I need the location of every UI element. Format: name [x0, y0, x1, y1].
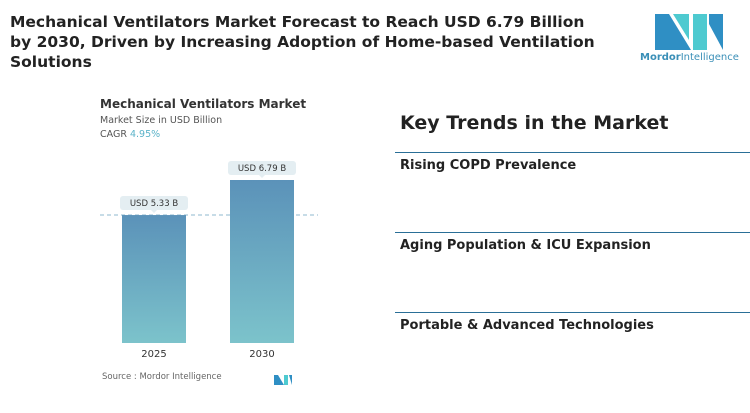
chart-source: Source : Mordor Intelligence [102, 372, 222, 382]
divider [395, 152, 750, 153]
trend-item: Rising COPD Prevalence [400, 158, 577, 173]
x-tick-label: 2025 [141, 349, 166, 360]
data-label: USD 6.79 B [238, 164, 286, 174]
data-label-pointer [259, 175, 265, 178]
divider [395, 312, 750, 313]
mordor-logo [655, 14, 723, 54]
chart-title: Mechanical Ventilators Market [100, 97, 307, 111]
data-label: USD 5.33 B [130, 199, 178, 209]
bar-2025 [122, 215, 186, 343]
x-tick-label: 2030 [249, 349, 274, 360]
mini-logo-icon [274, 370, 292, 389]
trend-item: Aging Population & ICU Expansion [400, 238, 651, 253]
trends-heading: Key Trends in the Market [400, 112, 669, 134]
data-label-pointer [151, 210, 157, 214]
logo-text: MordorIntelligence [640, 52, 739, 63]
data-label-bg [120, 196, 188, 211]
data-label-bg [228, 161, 296, 175]
page-title: Mechanical Ventilators Market Forecast t… [10, 13, 595, 71]
chart-subtitle: Market Size in USD Billion [100, 115, 223, 126]
divider [395, 232, 750, 233]
bar-2030 [230, 180, 294, 343]
trend-item: Portable & Advanced Technologies [400, 318, 654, 333]
cagr: CAGR 4.95% [100, 129, 161, 140]
